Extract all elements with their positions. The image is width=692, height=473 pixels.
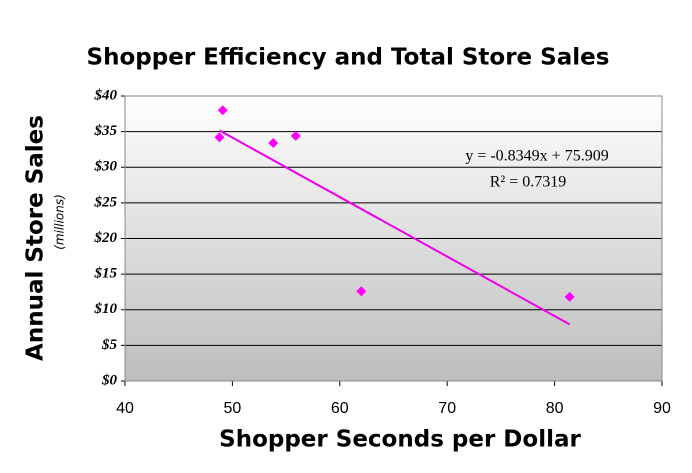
y-tick-label: $35: [94, 123, 118, 139]
chart-title: Shopper Efficiency and Total Store Sales: [87, 45, 610, 71]
trendline-equation: y = -0.8349x + 75.909: [465, 148, 608, 165]
x-tick-label: 90: [653, 400, 671, 417]
x-tick-label: 80: [546, 400, 564, 417]
y-tick-label: $10: [94, 301, 118, 317]
y-tick-label: $25: [94, 194, 118, 210]
y-tick-label: $20: [94, 230, 118, 246]
data-point: [268, 138, 279, 149]
data-point: [564, 291, 575, 302]
y-axis-subtitle: (millions): [53, 194, 67, 250]
y-tick-label: $0: [101, 372, 118, 388]
trendline-r2: R² = 0.7319: [490, 174, 567, 191]
y-axis-title: Annual Store Sales: [23, 115, 49, 361]
data-point: [356, 286, 367, 297]
y-tick-label: $15: [94, 266, 118, 282]
trendline: [219, 129, 571, 326]
data-point: [217, 105, 228, 116]
y-tick-label: $40: [94, 87, 118, 103]
x-tick-label: 70: [438, 400, 456, 417]
x-tick-label: 40: [116, 400, 134, 417]
y-tick-label: $30: [94, 159, 118, 175]
data-point: [290, 130, 301, 141]
x-tick-label: 60: [331, 400, 349, 417]
x-tick-label: 50: [224, 400, 242, 417]
data-point: [214, 132, 225, 143]
y-tick-label: $5: [101, 337, 118, 353]
plot-border: [124, 95, 663, 382]
x-axis-title: Shopper Seconds per Dollar: [219, 427, 581, 453]
